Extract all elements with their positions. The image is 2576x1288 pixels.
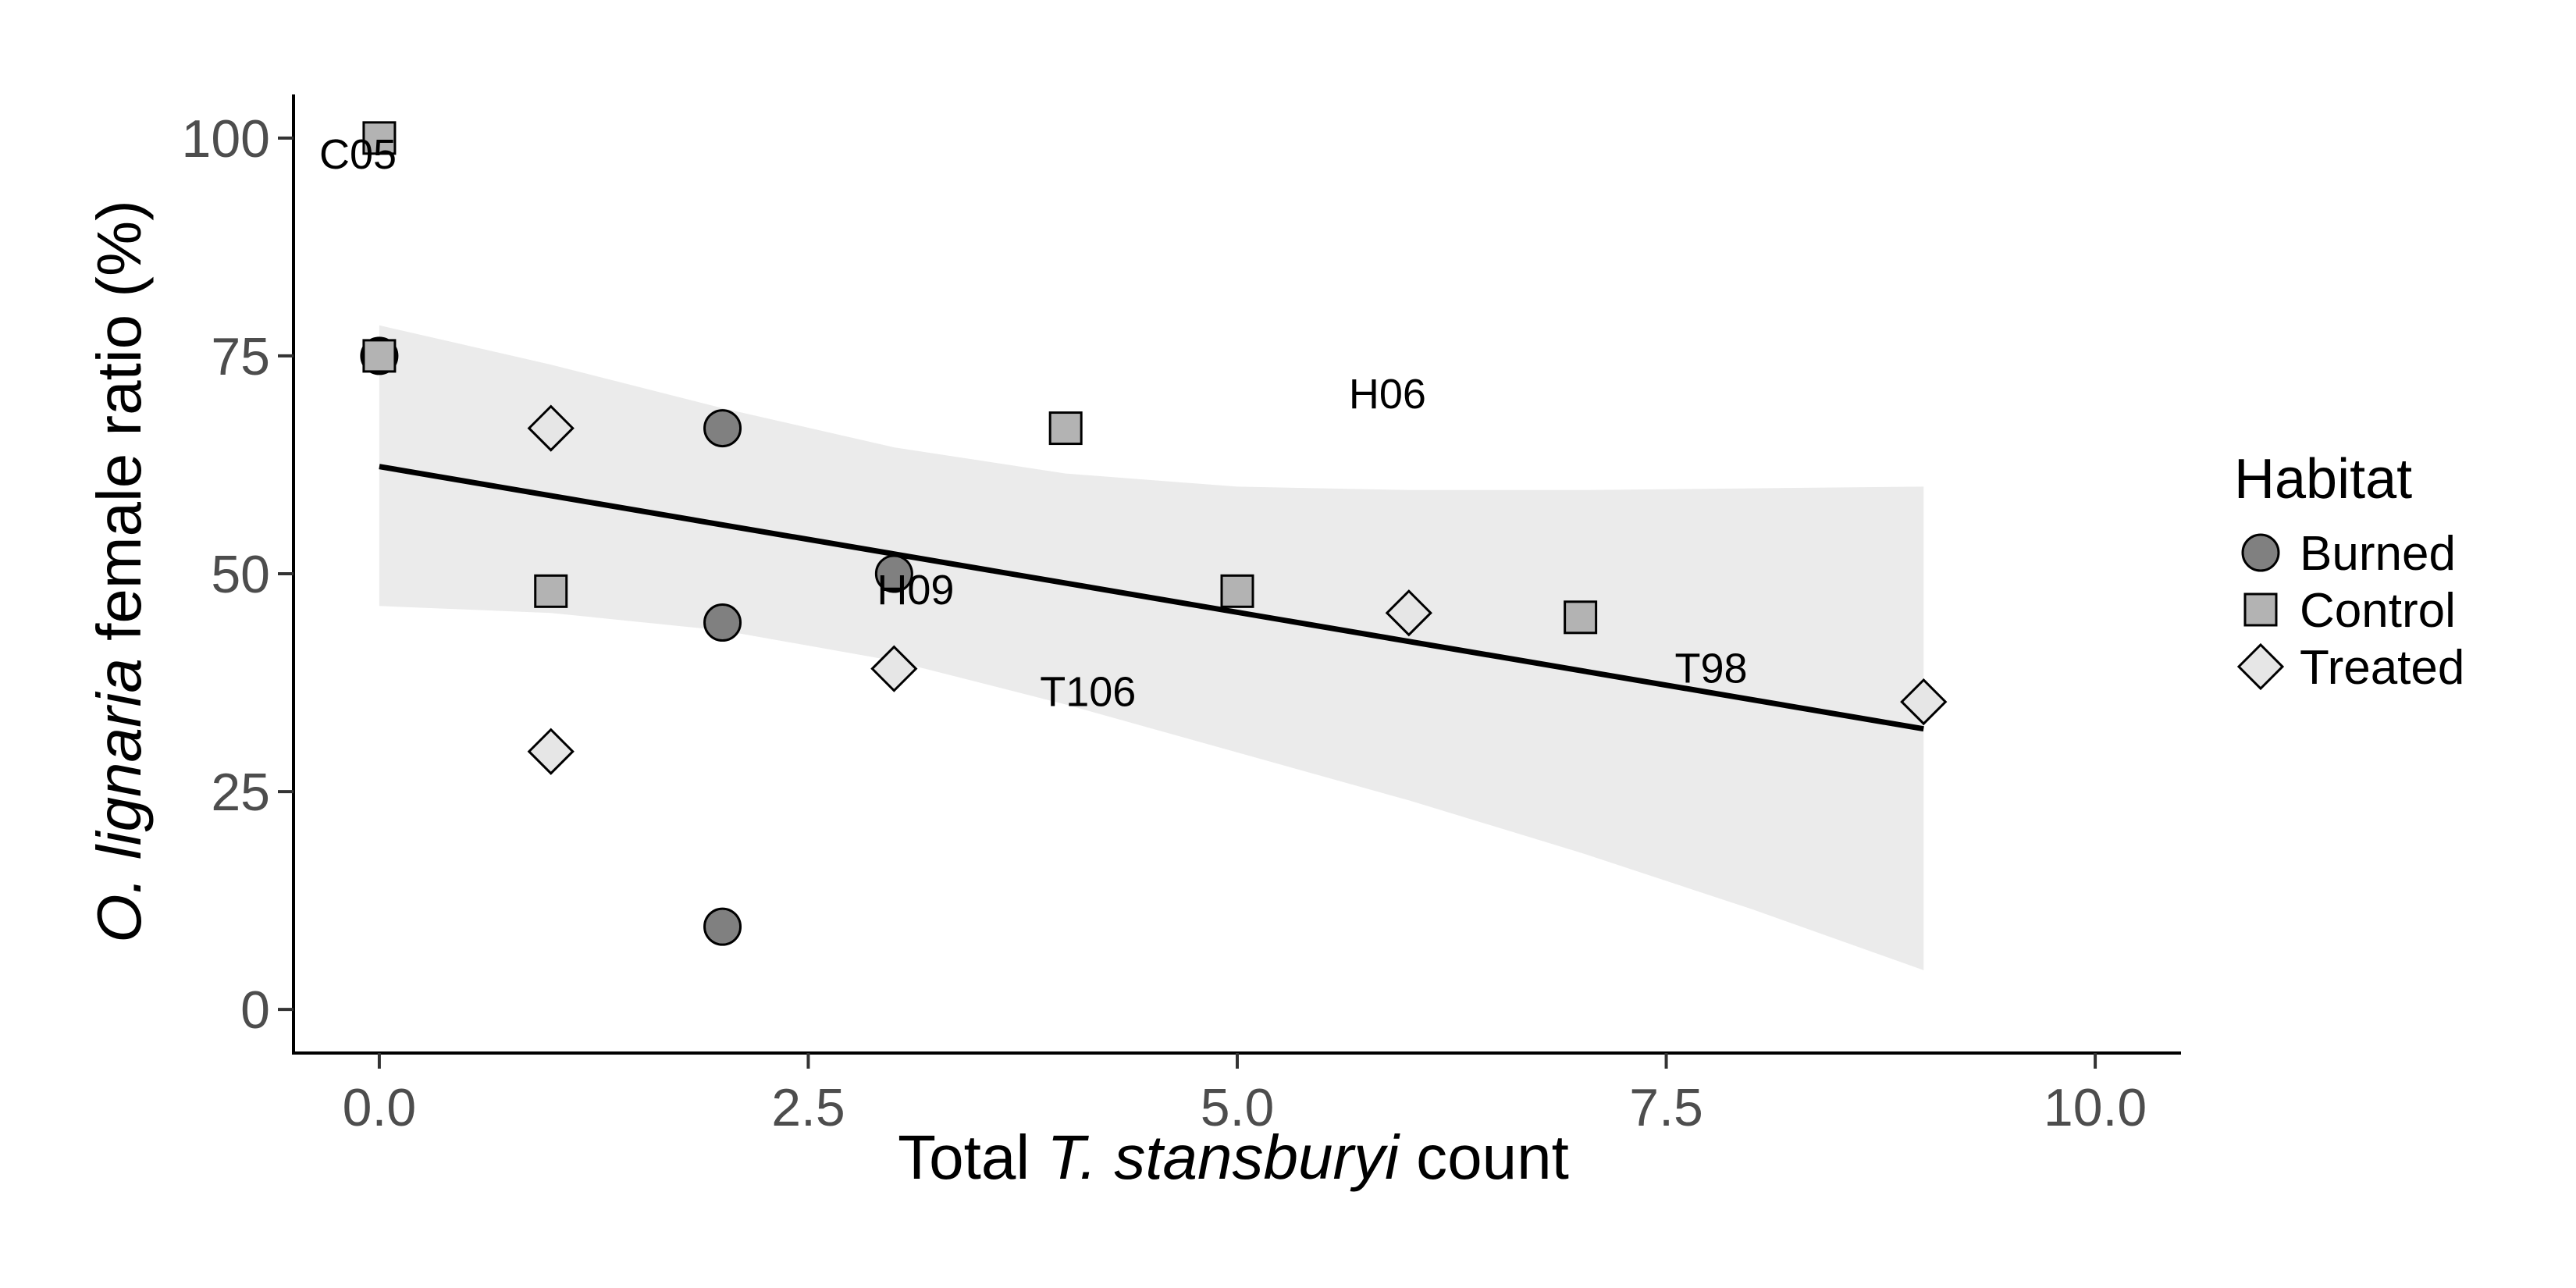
y-tick-label: 100	[182, 109, 270, 169]
x-tick-label: 10.0	[2044, 1078, 2147, 1137]
point-annotation: T106	[1040, 669, 1136, 716]
legend-label: Treated	[2300, 641, 2464, 695]
point-annotation: T98	[1675, 646, 1748, 692]
control-point	[534, 574, 568, 608]
axes	[278, 94, 2181, 1069]
control-point	[1564, 600, 1598, 635]
treated-point	[527, 404, 575, 452]
confidence-band-layer	[379, 325, 1924, 970]
point-annotation: C05	[319, 131, 397, 178]
y-tick-label: 0	[240, 980, 270, 1040]
x-tick-label: 7.5	[1629, 1078, 1703, 1137]
regression-line	[379, 464, 1924, 732]
point-annotation: H09	[877, 567, 954, 614]
point-annotations: C05 H06 H09 T106 T98	[319, 131, 1748, 716]
treated-point	[1385, 589, 1432, 637]
y-tick-label: 25	[211, 763, 270, 822]
control-point	[1048, 411, 1083, 446]
y-axis-title: O. lignaria female ratio (%)	[84, 200, 154, 942]
legend-label: Burned	[2300, 527, 2456, 581]
legend-key-treated	[2236, 642, 2285, 691]
data-points	[360, 121, 1948, 946]
treated-point	[527, 728, 575, 775]
point-annotation: H06	[1349, 371, 1426, 418]
regression-line-layer	[379, 464, 1924, 732]
y-tick-label: 50	[211, 545, 270, 604]
burned-point	[874, 554, 913, 593]
tick-labels: 0.0 2.5 5.0 7.5 10.0 0 25 50 75 100	[182, 109, 2147, 1137]
treated-point	[870, 645, 918, 692]
control-point	[362, 121, 397, 155]
confidence-band	[379, 325, 1924, 970]
x-axis-title: Total T. stansburyi count	[898, 1123, 1569, 1192]
legend-title: Habitat	[2234, 448, 2412, 511]
burned-point	[703, 907, 742, 946]
burned-point	[703, 603, 742, 642]
legend-key-burned	[2241, 533, 2280, 572]
legend-label: Control	[2300, 584, 2456, 638]
burned-point	[703, 409, 742, 448]
y-tick-label: 75	[211, 327, 270, 386]
x-tick-label: 5.0	[1201, 1078, 1275, 1137]
legend-key-control	[2243, 592, 2278, 627]
control-point	[1220, 574, 1254, 608]
x-tick-label: 2.5	[771, 1078, 845, 1137]
treated-point	[1900, 678, 1948, 726]
control-point	[362, 339, 397, 373]
x-tick-label: 0.0	[343, 1078, 417, 1137]
